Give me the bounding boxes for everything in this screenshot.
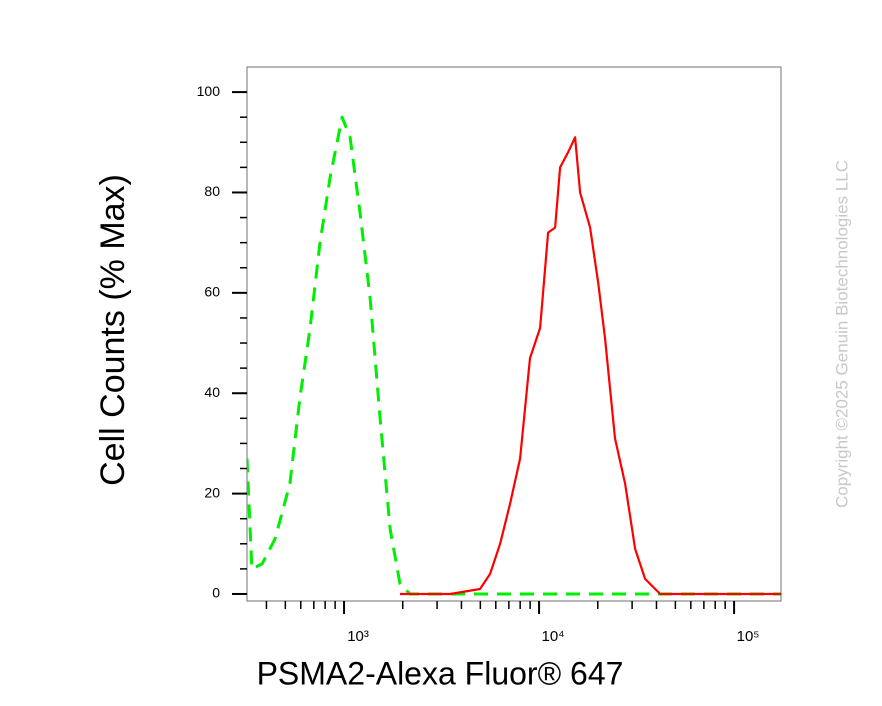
y-tick-label: 80 <box>204 183 220 199</box>
plot-lines <box>247 115 781 596</box>
plot-frame <box>246 66 782 602</box>
y-tick-label: 60 <box>204 284 220 300</box>
y-tick-label: 20 <box>204 484 220 500</box>
watermark: Copyright ©2025 Genuin Biotechnologies L… <box>832 160 851 508</box>
y-tick-label: 100 <box>197 83 221 99</box>
x-tick-label: 10³ <box>347 628 369 645</box>
histogram-line <box>400 136 781 596</box>
x-axis-label: PSMA2-Alexa Fluor® 647 <box>257 655 624 691</box>
x-tick-label: 10⁵ <box>737 628 760 645</box>
x-tick-label: 10⁴ <box>541 628 564 645</box>
histogram-line <box>247 115 781 596</box>
y-tick-label: 40 <box>204 384 220 400</box>
y-axis-label: Cell Counts (% Max) <box>94 174 132 486</box>
y-tick-label: 0 <box>212 585 220 601</box>
